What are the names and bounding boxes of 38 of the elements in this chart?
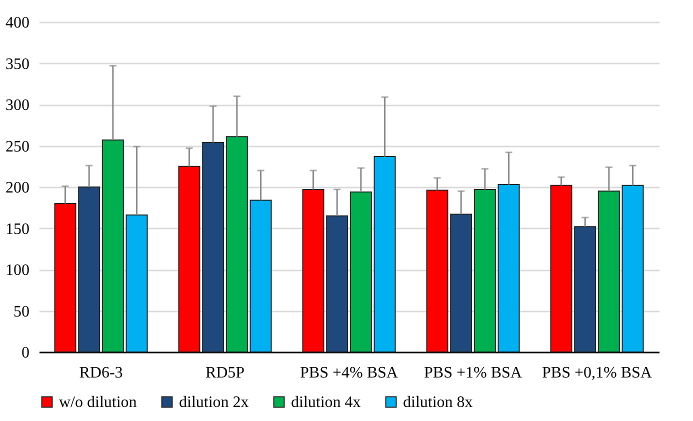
- y-tick-label: 100: [6, 262, 30, 279]
- bar: [250, 200, 272, 352]
- bar: [226, 136, 248, 352]
- bar: [474, 188, 496, 352]
- y-tick-label: 50: [14, 303, 30, 320]
- y-tick-label: 400: [6, 14, 30, 32]
- bar: [574, 226, 596, 352]
- y-tick-label: 150: [6, 220, 30, 238]
- bar: [426, 190, 448, 352]
- bar: [54, 203, 76, 352]
- bar: [374, 156, 396, 352]
- bar: [550, 184, 572, 352]
- bar: [350, 191, 372, 352]
- legend-label: dilution 4x: [291, 394, 361, 411]
- bar: [302, 188, 324, 352]
- legend-label: dilution 8x: [403, 394, 473, 411]
- y-tick-label: 300: [6, 97, 30, 114]
- x-tick-label: PBS +4% BSA: [300, 364, 398, 382]
- x-tick-label: PBS +1% BSA: [424, 364, 522, 382]
- bar: [598, 190, 620, 352]
- bar: [178, 166, 200, 352]
- x-tick-label: RD6-3: [79, 364, 123, 382]
- bar: [498, 184, 520, 352]
- y-tick-label: 0: [22, 344, 30, 362]
- bar: [450, 214, 472, 352]
- bar: [622, 184, 644, 352]
- y-tick-label: 200: [6, 180, 30, 196]
- bar: [202, 142, 224, 352]
- y-tick-label: 250: [6, 138, 30, 156]
- legend-label: dilution 2x: [179, 394, 249, 411]
- x-tick-label: RD5P: [205, 364, 245, 382]
- bar: [78, 186, 100, 352]
- legend-label: w/o dilution: [59, 394, 137, 411]
- bar: [126, 214, 148, 352]
- bar: [326, 215, 348, 352]
- y-tick-label: 350: [6, 56, 30, 73]
- x-tick-label: PBS +0,1% BSA: [542, 364, 652, 382]
- bar: [102, 139, 124, 352]
